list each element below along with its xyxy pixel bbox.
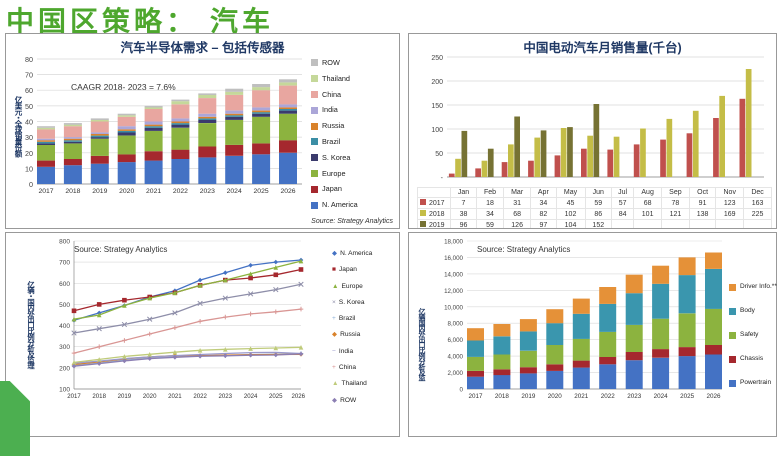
svg-text:2023: 2023 (627, 393, 642, 400)
svg-text:2020: 2020 (548, 393, 563, 400)
svg-text:20: 20 (25, 149, 33, 158)
svg-text:400: 400 (59, 323, 70, 330)
svg-text:12,000: 12,000 (444, 288, 463, 295)
svg-text:4,000: 4,000 (448, 354, 464, 361)
svg-text:2018: 2018 (65, 188, 80, 194)
svg-text:2021: 2021 (146, 188, 161, 194)
svg-text:8,000: 8,000 (448, 321, 464, 328)
svg-text:2021: 2021 (574, 393, 589, 400)
svg-text:80: 80 (25, 55, 33, 64)
svg-text:2019: 2019 (521, 393, 536, 400)
svg-text:500: 500 (59, 302, 70, 309)
svg-text:2023: 2023 (219, 393, 233, 400)
svg-text:2025: 2025 (254, 188, 269, 194)
svg-text:2020: 2020 (143, 393, 157, 400)
svg-text:14,000: 14,000 (444, 271, 463, 278)
svg-text:50: 50 (435, 151, 443, 158)
svg-text:70: 70 (25, 71, 33, 80)
svg-text:800: 800 (59, 239, 70, 246)
svg-text:600: 600 (59, 281, 70, 288)
svg-text:250: 250 (431, 55, 443, 62)
svg-text:150: 150 (431, 103, 443, 110)
svg-text:2022: 2022 (193, 393, 207, 400)
svg-text:-: - (441, 175, 444, 182)
svg-text:2024: 2024 (654, 393, 669, 400)
svg-text:2026: 2026 (706, 393, 721, 400)
svg-text:30: 30 (25, 133, 33, 142)
svg-text:2019: 2019 (118, 393, 132, 400)
svg-text:2023: 2023 (200, 188, 215, 194)
svg-text:2017: 2017 (468, 393, 483, 400)
svg-text:10,000: 10,000 (444, 304, 463, 311)
svg-text:0: 0 (29, 180, 33, 189)
svg-text:2021: 2021 (168, 393, 182, 400)
svg-text:50: 50 (25, 102, 33, 111)
svg-text:60: 60 (25, 86, 33, 95)
svg-text:2026: 2026 (280, 188, 295, 194)
svg-text:200: 200 (59, 365, 70, 372)
svg-text:6,000: 6,000 (448, 337, 464, 344)
svg-text:10: 10 (25, 164, 33, 173)
svg-text:2018: 2018 (495, 393, 510, 400)
svg-text:16,000: 16,000 (444, 255, 463, 262)
svg-text:2022: 2022 (173, 188, 188, 194)
svg-text:2018: 2018 (92, 393, 106, 400)
svg-text:200: 200 (431, 79, 443, 86)
svg-text:40: 40 (25, 118, 33, 127)
svg-text:2024: 2024 (227, 188, 242, 194)
svg-text:2020: 2020 (119, 188, 134, 194)
svg-text:100: 100 (431, 127, 443, 134)
svg-text:2017: 2017 (67, 393, 81, 400)
svg-text:2,000: 2,000 (448, 370, 464, 377)
svg-text:18,000: 18,000 (444, 239, 463, 246)
svg-text:2025: 2025 (680, 393, 695, 400)
svg-text:2024: 2024 (244, 393, 258, 400)
svg-text:2025: 2025 (269, 393, 283, 400)
svg-text:300: 300 (59, 344, 70, 351)
svg-text:0: 0 (460, 387, 464, 394)
svg-text:2019: 2019 (92, 188, 107, 194)
svg-text:2022: 2022 (601, 393, 616, 400)
svg-text:2026: 2026 (291, 393, 305, 400)
svg-text:2017: 2017 (38, 188, 53, 194)
svg-text:700: 700 (59, 260, 70, 267)
